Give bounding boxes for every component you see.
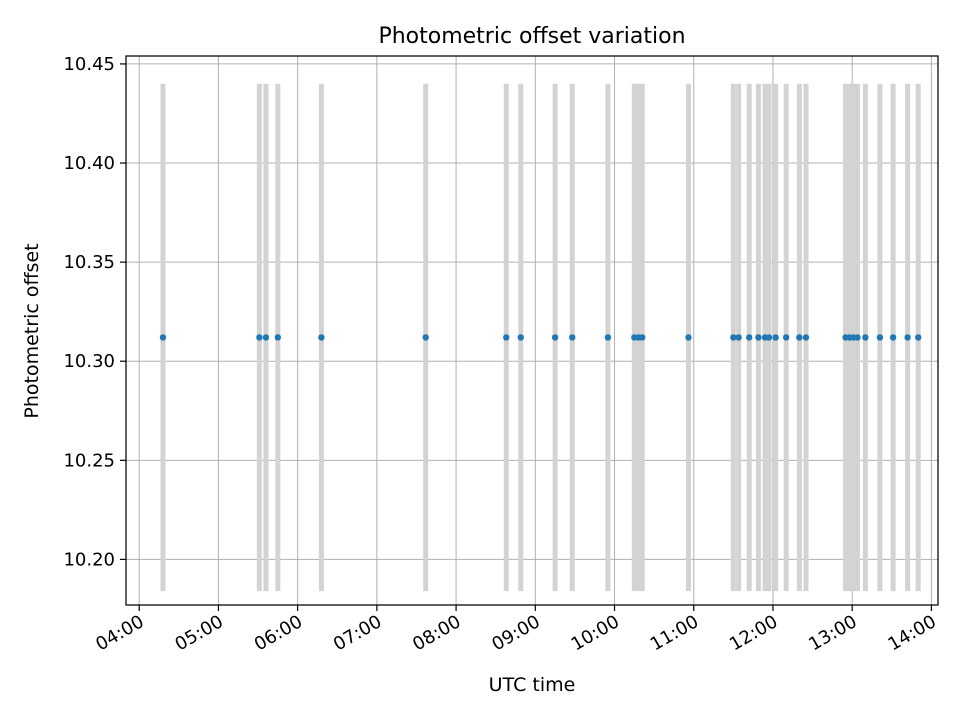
data-point <box>274 334 282 341</box>
data-point <box>256 334 263 341</box>
data-point <box>735 334 742 341</box>
data-point <box>854 334 861 341</box>
data-point <box>904 334 911 341</box>
data-point <box>422 334 429 341</box>
y-tick-label: 10.35 <box>63 252 115 273</box>
data-point <box>889 334 897 341</box>
y-tick-label: 10.25 <box>63 450 115 471</box>
y-axis: 10.20 10.25 10.30 10.35 10.40 10.45 <box>63 54 126 570</box>
data-points <box>159 334 922 341</box>
data-point <box>730 334 737 341</box>
data-point <box>318 334 325 341</box>
data-point <box>802 334 810 341</box>
data-point <box>755 334 762 341</box>
data-point <box>639 334 646 341</box>
y-tick-label: 10.40 <box>63 153 115 174</box>
y-tick-label: 10.20 <box>63 549 115 570</box>
data-point <box>517 334 524 341</box>
data-point <box>503 334 510 341</box>
data-point <box>745 334 753 341</box>
data-point <box>765 334 773 341</box>
data-point <box>159 334 167 341</box>
data-point <box>685 334 692 341</box>
data-point <box>782 334 790 341</box>
data-point <box>604 334 612 341</box>
data-point <box>914 334 922 341</box>
x-axis-label: UTC time <box>489 674 576 696</box>
y-tick-label: 10.30 <box>63 351 115 372</box>
data-point <box>569 334 576 341</box>
y-tick-label: 10.45 <box>63 54 115 75</box>
y-axis-label: Photometric offset <box>21 243 43 418</box>
plot-frame <box>125 55 939 606</box>
data-point <box>796 334 803 341</box>
data-point <box>862 334 869 341</box>
data-point <box>262 334 270 341</box>
data-point <box>772 334 779 341</box>
chart-title: Photometric offset variation <box>378 24 685 49</box>
data-point <box>551 334 559 341</box>
data-point <box>876 334 884 341</box>
plot-area <box>126 56 938 605</box>
